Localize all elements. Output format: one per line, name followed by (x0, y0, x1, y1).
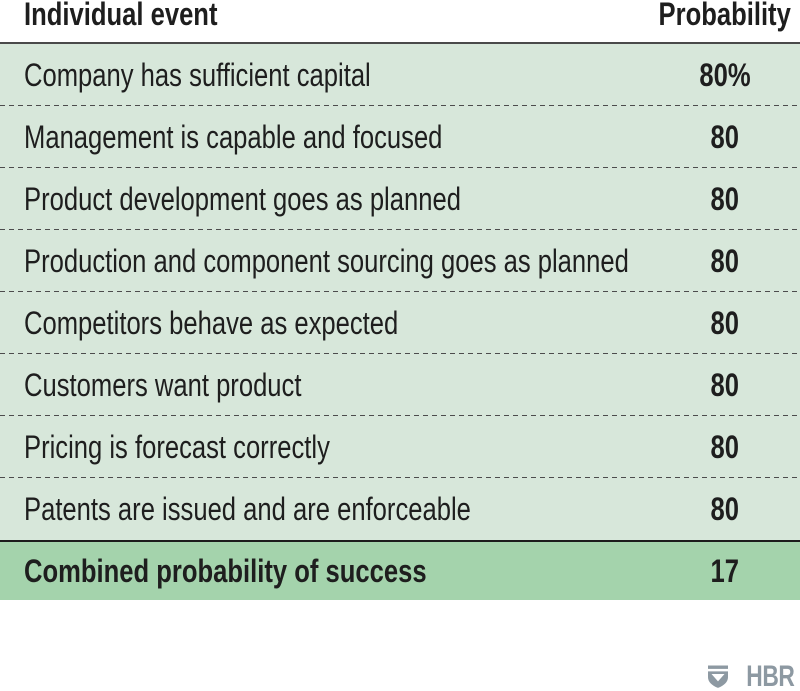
event-label: Customers want product (24, 367, 302, 403)
probability-value: 80% (699, 57, 751, 93)
hbr-shield-icon (707, 665, 728, 688)
probability-value: 80 (710, 243, 740, 279)
probability-value: 80 (710, 119, 740, 155)
event-label: Management is capable and focused (24, 119, 443, 155)
hbr-logo-text: HBR (745, 660, 795, 691)
summary-value: 17 (710, 553, 740, 589)
table-row: Competitors behave as expected 80 (0, 292, 800, 354)
table-header-row: Individual event Probability (0, 0, 800, 44)
event-label: Pricing is forecast correctly (24, 429, 330, 465)
table-body: Company has sufficient capital 80% Manag… (0, 44, 800, 540)
probability-value: 80 (710, 429, 740, 465)
event-label: Production and component sourcing goes a… (24, 243, 629, 279)
table-row: Patents are issued and are enforceable 8… (0, 478, 800, 540)
summary-label: Combined probability of success (24, 553, 427, 589)
probability-value: 80 (710, 305, 740, 341)
event-label: Product development goes as planned (24, 181, 461, 217)
column-header-individual-event: Individual event (24, 0, 218, 32)
summary-row: Combined probability of success 17 (0, 540, 800, 600)
probability-value: 80 (710, 367, 740, 403)
event-label: Company has sufficient capital (24, 57, 371, 93)
probability-value: 80 (710, 181, 740, 217)
table-row: Production and component sourcing goes a… (0, 230, 800, 292)
table-row: Pricing is forecast correctly 80 (0, 416, 800, 478)
table-row: Company has sufficient capital 80% (0, 44, 800, 106)
figure-footer: HBR (0, 600, 800, 691)
probability-value: 80 (710, 491, 740, 527)
event-label: Patents are issued and are enforceable (24, 491, 471, 527)
column-header-probability: Probability (658, 0, 792, 32)
table-row: Customers want product 80 (0, 354, 800, 416)
table-row: Product development goes as planned 80 (0, 168, 800, 230)
table-row: Management is capable and focused 80 (0, 106, 800, 168)
event-label: Competitors behave as expected (24, 305, 399, 341)
hbr-logo: HBR (707, 660, 795, 691)
